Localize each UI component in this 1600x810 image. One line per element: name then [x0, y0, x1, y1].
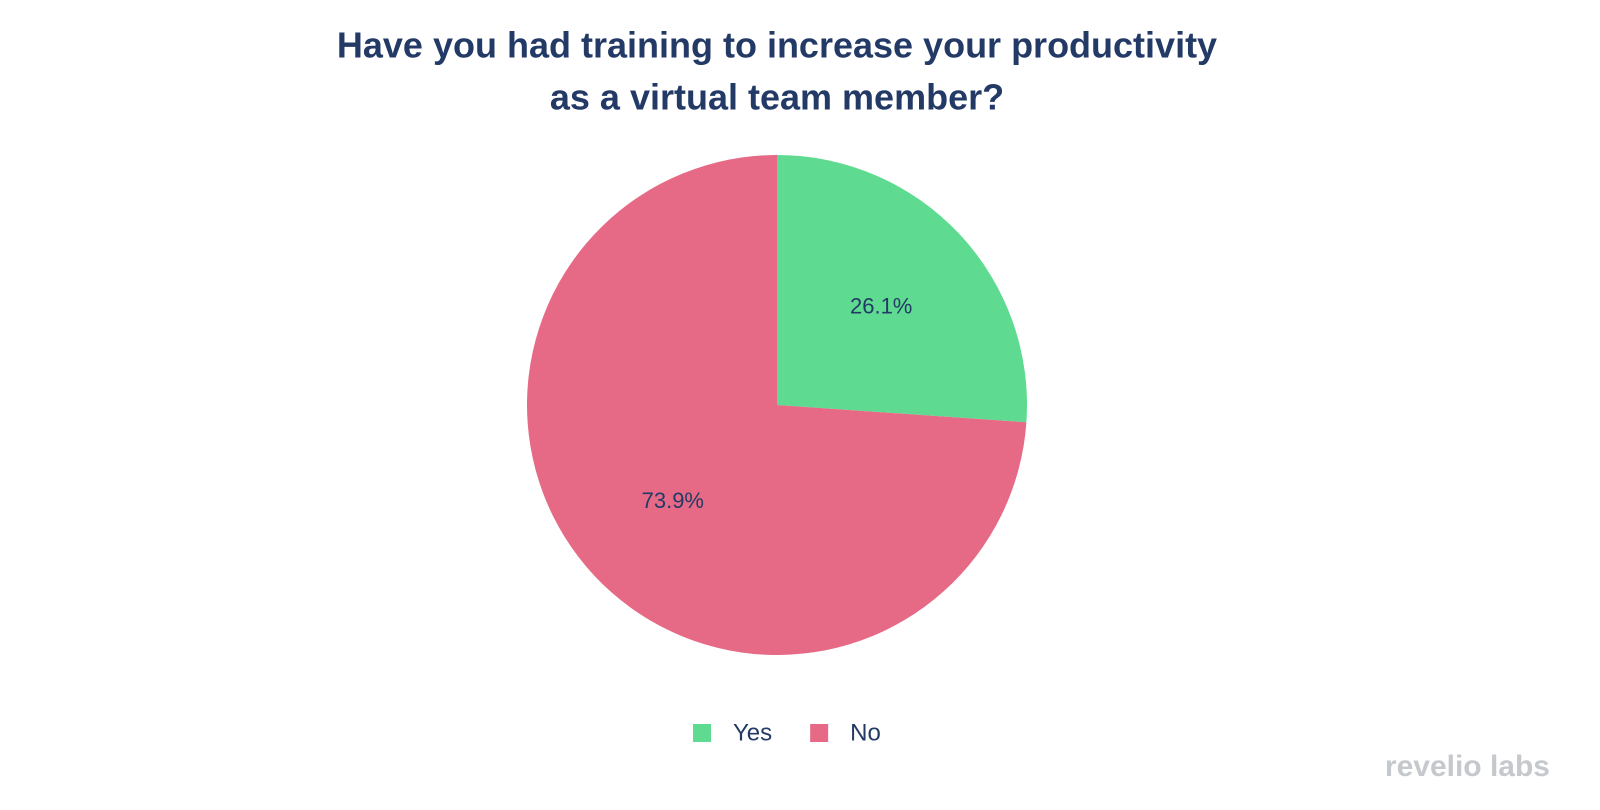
pie-slice [526, 155, 1027, 655]
value-label: 73.9% [642, 488, 704, 513]
watermark: revelio labs [1385, 750, 1550, 783]
value-label: 26.1% [850, 294, 912, 319]
legend-label: No [850, 719, 881, 746]
legend-swatch [693, 724, 711, 742]
chart-title: as a virtual team member? [550, 77, 1004, 118]
legend-swatch [810, 724, 829, 742]
chart-title: Have you had training to increase your p… [337, 25, 1217, 66]
legend-label: Yes [733, 719, 772, 746]
pie-slice [777, 155, 1027, 423]
